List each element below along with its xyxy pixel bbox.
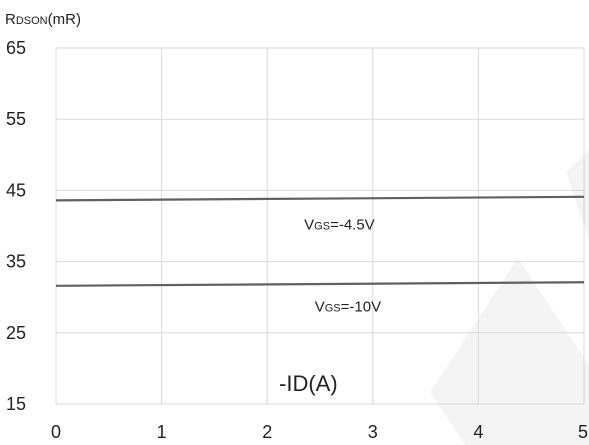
series-line-1 bbox=[55, 281, 585, 287]
y-axis-label-main: R bbox=[5, 11, 16, 28]
annotation-rest: =-10V bbox=[341, 298, 381, 315]
y-axis-label-unit: (mR) bbox=[48, 11, 81, 28]
y-tick-label: 25 bbox=[6, 323, 26, 343]
x-tick-label: 0 bbox=[51, 422, 61, 442]
y-tick-label: 65 bbox=[6, 38, 26, 58]
series-lines bbox=[55, 195, 585, 287]
annotation-vgs-10v: VGS=-10V bbox=[315, 298, 381, 315]
annotation-main: V bbox=[304, 217, 314, 234]
annotation-main: V bbox=[315, 298, 325, 315]
annotation-sub: GS bbox=[314, 221, 330, 233]
annotation-vgs-4-5v: VGS=-4.5V bbox=[304, 217, 375, 234]
y-axis-label-sub: DSON bbox=[16, 15, 48, 27]
x-tick-label: 4 bbox=[473, 422, 483, 442]
x-axis-label: -ID(A) bbox=[279, 371, 338, 396]
y-tick-label: 15 bbox=[6, 394, 26, 414]
annotation-rest: =-4.5V bbox=[330, 217, 375, 234]
x-tick-label: 5 bbox=[578, 422, 588, 442]
series-line-0 bbox=[55, 195, 585, 202]
y-tick-label: 35 bbox=[6, 252, 26, 272]
y-axis-label: RDSON(mR) bbox=[5, 11, 81, 28]
grid-lines bbox=[55, 47, 585, 405]
y-tick-label: 45 bbox=[6, 180, 26, 200]
y-tick-label: 55 bbox=[6, 109, 26, 129]
watermark-shape bbox=[430, 150, 589, 445]
x-tick-label: 3 bbox=[368, 422, 378, 442]
x-tick-label: 1 bbox=[157, 422, 167, 442]
annotation-sub: GS bbox=[325, 302, 341, 314]
x-tick-label: 2 bbox=[262, 422, 272, 442]
